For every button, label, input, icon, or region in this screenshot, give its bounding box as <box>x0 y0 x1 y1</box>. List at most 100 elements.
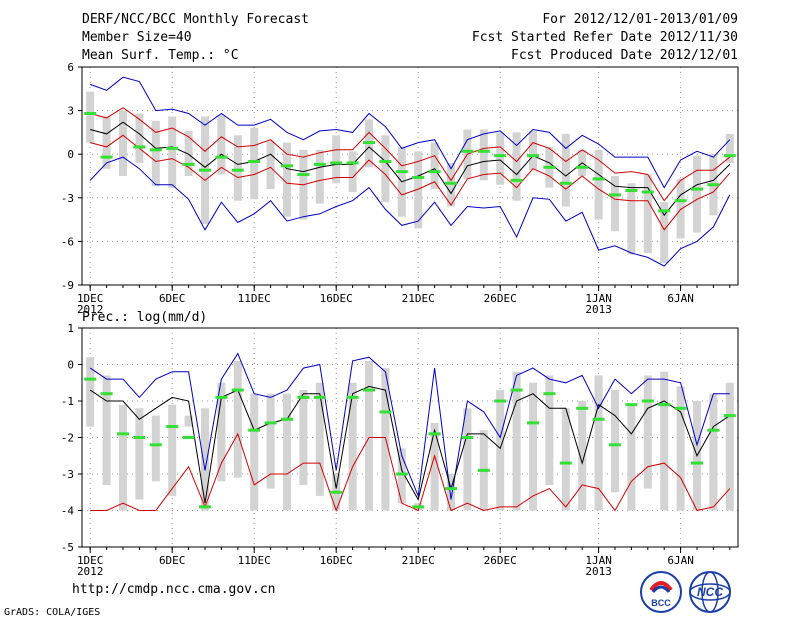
temp-series-lower <box>90 134 731 231</box>
prec-spread-box <box>611 390 619 493</box>
prec-spread-box <box>348 382 357 511</box>
prec-x-tick-label: 1DEC <box>77 554 104 567</box>
temp-series-upper <box>90 107 731 202</box>
temp-spread-box <box>348 151 357 192</box>
temp-series-mean <box>90 121 731 217</box>
temp-spread-box <box>496 132 505 185</box>
prec-y-tick-label: -4 <box>61 505 75 518</box>
temp-x-tick-year: 2012 <box>77 303 104 316</box>
forecast-period: For 2012/12/01-2013/01/09 <box>542 12 738 27</box>
prec-spread-box <box>643 375 652 489</box>
temp-spread-box <box>660 202 669 264</box>
temp-spread-box <box>86 91 95 143</box>
prec-y-tick-label: -1 <box>61 395 74 408</box>
prec-spread-box <box>627 404 636 511</box>
temp-y-tick-label: -3 <box>61 192 74 205</box>
temp-x-tick-label: 26DEC <box>484 292 517 305</box>
prec-spread-box <box>660 371 669 511</box>
temp-x-tick-label: 6JAN <box>667 292 694 305</box>
prec-spread-box <box>233 360 242 478</box>
bcc-logo: BCC <box>639 570 683 614</box>
temp-spread-box <box>184 130 193 176</box>
prec-x-tick-label: 6JAN <box>667 554 694 567</box>
prec-spread-box <box>447 474 455 511</box>
temp-spread-box <box>233 135 242 201</box>
temp-y-tick-label: 3 <box>67 105 74 118</box>
forecast-start-date: Fcst Started Refer Date 2012/11/30 <box>471 30 738 45</box>
grads-credit: GrADS: COLA/IGES <box>4 607 101 618</box>
prec-spread-box <box>512 371 521 511</box>
prec-x-tick-label: 1JAN <box>585 554 612 567</box>
temp-spread-box <box>151 120 160 187</box>
prec-spread-box <box>168 404 177 496</box>
temp-x-tick-label: 21DEC <box>402 292 435 305</box>
prec-x-tick-year: 2012 <box>77 565 104 578</box>
prec-spread-box <box>676 386 685 511</box>
temp-spread-box <box>135 113 144 163</box>
temp-plot-frame <box>81 66 739 286</box>
prec-spread-box <box>299 390 308 485</box>
prec-spread-box <box>201 408 209 511</box>
temp-spread-box <box>250 128 259 200</box>
prec-spread-box <box>496 390 505 511</box>
temp-spread-box <box>430 142 439 190</box>
temp-y-tick-label: 6 <box>67 61 74 74</box>
member-size: Member Size=40 <box>82 30 192 45</box>
temp-x-tick-label: 11DEC <box>238 292 271 305</box>
temp-spread-box <box>594 149 603 220</box>
temp-spread-box <box>102 116 111 169</box>
temp-spread-box <box>676 178 685 239</box>
prec-spread-box <box>365 360 373 511</box>
ncc-logo-text: NCC <box>697 585 723 599</box>
prec-spread-box <box>250 393 259 511</box>
prec-spread-box <box>315 382 324 496</box>
prec-y-tick-label: -3 <box>61 468 74 481</box>
prec-spread-box <box>86 357 95 427</box>
temp-spread-box <box>611 176 619 232</box>
temp-spread-box <box>381 135 390 203</box>
prec-spread-box <box>119 404 127 511</box>
prec-y-tick-label: -5 <box>61 541 74 554</box>
temp-x-tick-label: 16DEC <box>320 292 353 305</box>
prec-spread-box <box>283 393 291 511</box>
precip-label: Prec.: log(mm/d) <box>82 310 208 325</box>
temp-series-max <box>90 76 731 189</box>
source-url[interactable]: http://cmdp.ncc.cma.gov.cn <box>72 582 276 597</box>
temp-spread-box <box>627 183 636 255</box>
prec-series-mean <box>89 385 731 504</box>
prec-plot-frame <box>81 327 739 548</box>
prec-spread-box <box>594 375 603 511</box>
prec-x-tick-label: 21DEC <box>402 554 435 567</box>
temp-series-min <box>89 156 731 267</box>
temp-x-tick-label: 6DEC <box>159 292 186 305</box>
temp-spread-box <box>693 155 701 233</box>
temp-y-tick-label: -9 <box>61 279 74 292</box>
temp-x-tick-year: 2013 <box>585 303 612 316</box>
variable-label: Mean Surf. Temp.: °C <box>82 48 239 63</box>
prec-spread-box <box>266 393 275 489</box>
prec-spread-box <box>463 408 472 511</box>
prec-spread-box <box>184 415 193 427</box>
prec-spread-box <box>430 422 439 511</box>
prec-spread-box <box>725 382 734 511</box>
prec-spread-box <box>561 408 570 511</box>
prec-series-min <box>90 432 731 512</box>
prec-x-tick-label: 11DEC <box>238 554 271 567</box>
temp-spread-box <box>315 149 324 204</box>
temp-spread-box <box>414 151 423 229</box>
prec-spread-box <box>578 401 587 511</box>
bcc-logo-text: BCC <box>651 598 671 608</box>
temp-spread-box <box>479 129 488 181</box>
prec-x-tick-label: 16DEC <box>320 554 353 567</box>
temp-spread-box <box>119 110 127 176</box>
temp-spread-box <box>266 141 275 190</box>
prec-spread-box <box>135 408 144 500</box>
temp-spread-box <box>512 132 521 201</box>
temp-x-tick-label: 1DEC <box>77 292 104 305</box>
prec-y-tick-label: 1 <box>67 322 74 335</box>
prec-y-tick-label: 0 <box>67 359 74 372</box>
temp-spread-box <box>168 116 177 188</box>
temp-spread-box <box>529 130 537 171</box>
temp-spread-box <box>725 133 734 163</box>
